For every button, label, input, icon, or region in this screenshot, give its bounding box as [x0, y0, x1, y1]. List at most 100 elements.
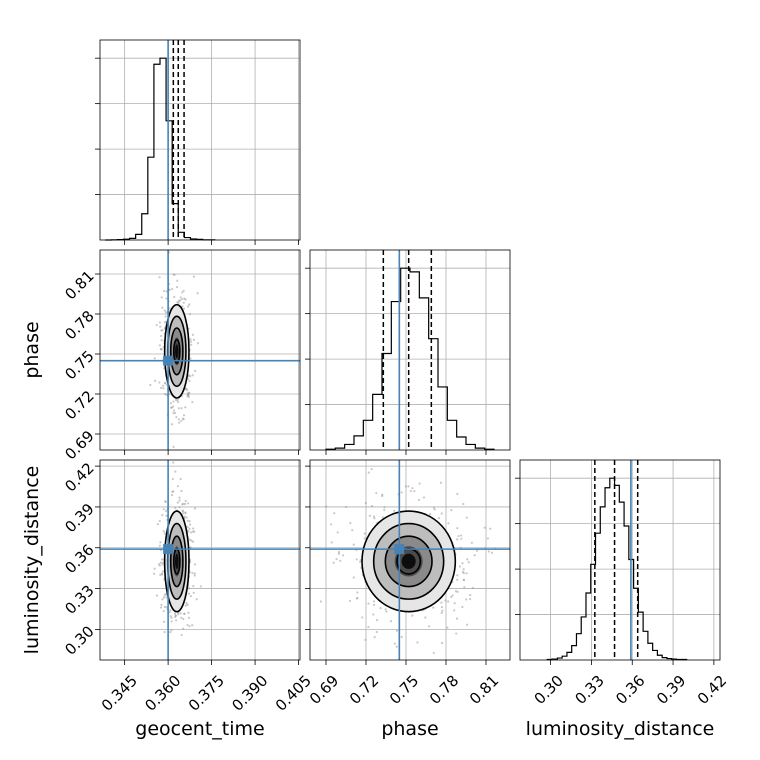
sample-point: [162, 384, 165, 387]
sample-point: [163, 309, 166, 312]
sample-point: [169, 609, 172, 612]
density-layer: [310, 460, 510, 660]
sample-point: [161, 328, 164, 332]
sample-point: [356, 591, 359, 594]
tick-label-x-geocent_time: 0.390: [228, 672, 271, 715]
sample-point: [336, 531, 339, 534]
sample-point: [187, 374, 190, 377]
sample-point: [162, 530, 165, 533]
sample-point: [186, 525, 189, 529]
histogram-phase: [325, 267, 495, 450]
sample-point: [191, 333, 195, 336]
density-fill: [174, 344, 179, 359]
tick-label-x-luminosity_distance: 0.33: [571, 672, 607, 708]
sample-point: [389, 620, 393, 623]
sample-point: [164, 382, 167, 385]
sample-point: [437, 517, 441, 520]
sample-point: [181, 512, 185, 515]
sample-point: [156, 523, 160, 526]
sample-point: [168, 393, 171, 396]
truth-marker: [394, 544, 405, 555]
sample-point: [182, 418, 185, 421]
sample-point: [456, 527, 459, 530]
sample-point: [424, 616, 427, 619]
sample-point: [159, 573, 162, 576]
sample-point: [178, 499, 181, 502]
sample-point: [189, 338, 192, 341]
sample-point: [381, 494, 384, 498]
sample-point: [186, 305, 190, 308]
sample-point: [450, 595, 453, 599]
sample-point: [453, 609, 456, 612]
y-axis-label-phase: phase: [21, 321, 43, 378]
sample-point: [176, 485, 180, 488]
x-axis-label-geocent-time: geocent_time: [135, 718, 264, 740]
sample-point: [186, 623, 189, 627]
sample-point: [199, 585, 202, 588]
sample-point: [453, 602, 456, 605]
sample-point: [178, 506, 181, 509]
sample-point: [173, 295, 176, 299]
tick-label-x-geocent_time: 0.345: [98, 672, 141, 715]
sample-point: [351, 529, 354, 532]
sample-point: [165, 290, 168, 293]
sample-point: [173, 411, 177, 414]
sample-point: [182, 301, 185, 304]
sample-point: [432, 651, 435, 655]
sample-point: [183, 297, 186, 300]
sample-point: [470, 541, 474, 544]
sample-point: [168, 288, 171, 291]
sample-point: [181, 509, 184, 512]
sample-point: [188, 625, 191, 628]
sample-point: [361, 616, 364, 619]
sample-point: [330, 541, 333, 544]
sample-point: [160, 339, 163, 342]
sample-point: [174, 615, 177, 619]
sample-point: [395, 645, 398, 648]
sample-point: [185, 602, 188, 605]
sample-point: [184, 604, 187, 607]
sample-point: [161, 598, 164, 601]
sample-point: [393, 642, 396, 645]
sample-point: [352, 576, 355, 579]
sample-point: [155, 323, 158, 327]
sample-point: [158, 321, 162, 324]
sample-point: [173, 612, 177, 615]
sample-point: [172, 405, 175, 408]
sample-point: [182, 289, 185, 292]
sample-point: [158, 519, 161, 523]
y-axis-label-luminosity-distance: luminosity_distance: [21, 466, 43, 655]
sample-point: [175, 398, 178, 402]
sample-point: [163, 500, 167, 503]
truth-marker: [163, 544, 174, 555]
sample-point: [183, 612, 186, 615]
panel-frame: [309, 249, 511, 451]
sample-point: [462, 502, 465, 506]
sample-point: [372, 600, 376, 603]
sample-point: [161, 563, 164, 566]
sample-point: [181, 305, 184, 308]
tick-label-y-luminosity_distance: 0.30: [61, 622, 97, 658]
histogram-panel-luminosity_distance: 0.30 0.33 0.36 0.39 0.42: [515, 459, 730, 708]
sample-point: [432, 606, 435, 609]
sample-point: [466, 558, 469, 561]
sample-point: [161, 513, 164, 517]
sample-point: [189, 357, 192, 360]
sample-point: [462, 578, 465, 581]
sample-point: [341, 554, 345, 557]
sample-point: [160, 334, 163, 338]
sample-point: [465, 572, 468, 575]
sample-point: [468, 597, 472, 601]
sample-point: [186, 603, 189, 606]
sample-point: [188, 587, 191, 590]
sample-point: [190, 539, 193, 542]
sample-point: [175, 416, 178, 419]
tick-label-x-luminosity_distance: 0.30: [531, 672, 567, 708]
sample-point: [490, 551, 494, 554]
sample-point: [179, 296, 182, 299]
sample-point: [155, 594, 158, 597]
sample-point: [176, 501, 179, 504]
sample-point: [461, 562, 464, 565]
contour-line: [372, 522, 445, 600]
